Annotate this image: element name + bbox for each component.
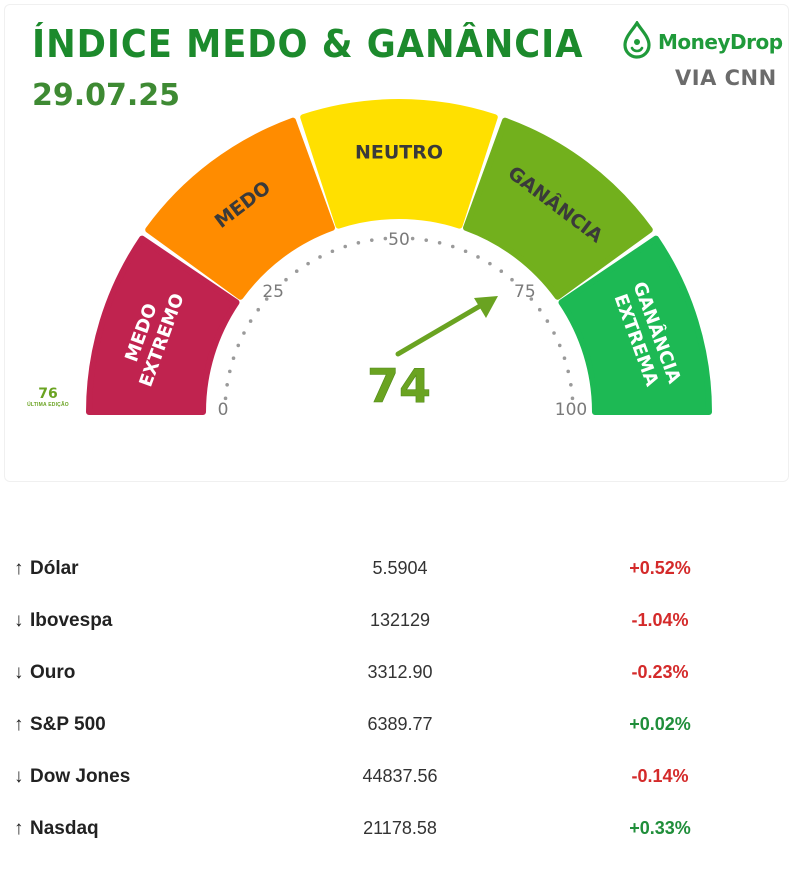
gauge-tick xyxy=(537,307,542,312)
gauge-tick xyxy=(529,297,534,301)
gauge-segment-extreme-greed xyxy=(558,235,712,415)
gauge-tick xyxy=(510,277,514,282)
gauge-tick xyxy=(476,255,480,259)
gauge-tick xyxy=(256,307,261,312)
gauge-needle-arrowhead xyxy=(474,296,498,318)
gauge-tick xyxy=(294,269,299,274)
asset-value: 132129 xyxy=(369,610,431,630)
trend-arrow-icon: ↓ xyxy=(14,662,24,683)
asset-name: S&P 500 xyxy=(30,714,106,735)
previous-label: ÚLTIMA EDIÇÃO xyxy=(27,402,69,408)
asset-change: +0.02% xyxy=(629,714,691,734)
market-row: ↓ Ouro 3312.90 -0.23% xyxy=(0,662,791,714)
asset-value: 3312.90 xyxy=(367,662,433,682)
market-row: ↑ Dólar 5.5904 +0.52% xyxy=(0,558,791,610)
gauge-tick xyxy=(225,382,229,387)
brand-name: MoneyDrop xyxy=(658,30,783,54)
trend-arrow-icon: ↓ xyxy=(14,766,24,787)
gauge-tick xyxy=(330,249,335,254)
gauge-tick xyxy=(236,343,241,348)
gauge-tick xyxy=(369,238,374,242)
gauge-tick xyxy=(248,319,253,323)
previous-value: 76 xyxy=(38,386,58,402)
gauge-tick xyxy=(499,269,504,274)
current-index-value: 74 xyxy=(367,359,431,413)
asset-name: Ibovespa xyxy=(30,610,113,631)
gauge-tick xyxy=(223,396,228,401)
asset-name: Nasdaq xyxy=(30,818,99,839)
source-label: VIA CNN xyxy=(675,66,777,90)
gauge-tick xyxy=(264,297,269,301)
previous-edition: 76 ÚLTIMA EDIÇÃO xyxy=(22,386,74,408)
asset-name: Ouro xyxy=(30,662,76,683)
gauge-tick xyxy=(569,382,573,387)
market-row: ↑ S&P 500 6389.77 +0.02% xyxy=(0,714,791,766)
gauge-tick xyxy=(318,255,322,259)
trend-arrow-icon: ↓ xyxy=(14,610,24,631)
asset-value: 21178.58 xyxy=(363,818,437,838)
market-row: ↑ Nasdaq 21178.58 +0.33% xyxy=(0,818,791,870)
gauge-tick xyxy=(231,356,236,361)
gauge-tick xyxy=(545,319,550,323)
gauge-tick xyxy=(557,343,562,348)
gauge-tick xyxy=(356,241,361,245)
gauge-tick xyxy=(488,261,492,266)
trend-arrow-icon: ↑ xyxy=(14,558,24,579)
gauge-tick xyxy=(562,356,567,361)
gauge-tick xyxy=(424,238,429,242)
asset-value: 44837.56 xyxy=(362,766,438,786)
scale-label: 100 xyxy=(555,400,587,420)
gauge-tick xyxy=(437,241,442,245)
asset-change: +0.33% xyxy=(629,818,691,838)
report-date: 29.07.25 xyxy=(32,78,181,113)
gauge-tick xyxy=(284,277,288,282)
segment-label: NEUTRO xyxy=(355,142,443,164)
gauge-tick xyxy=(552,331,556,335)
gauge-segment-greed xyxy=(463,117,653,300)
trend-arrow-icon: ↑ xyxy=(14,714,24,735)
fear-greed-gauge: MEDOEXTREMOMEDONEUTROGANÂNCIAGANÂNCIAEXT… xyxy=(86,99,712,420)
asset-value: 5.5904 xyxy=(372,558,428,578)
market-row: ↓ Dow Jones 44837.56 -0.14% xyxy=(0,766,791,818)
gauge-tick xyxy=(306,261,310,266)
gauge-segment-extreme-fear xyxy=(86,235,240,415)
gauge-tick xyxy=(343,244,348,249)
gauge-segment-neutral xyxy=(300,99,498,229)
market-row: ↓ Ibovespa 132129 -1.04% xyxy=(0,610,791,662)
scale-label: 75 xyxy=(514,282,536,302)
gauge-needle xyxy=(395,303,483,357)
asset-change: -1.04% xyxy=(631,610,689,630)
asset-change: -0.23% xyxy=(631,662,689,682)
gauge-tick xyxy=(383,236,388,241)
scale-label: 50 xyxy=(388,230,410,250)
gauge-tick xyxy=(242,331,246,335)
gauge-tick xyxy=(463,249,468,254)
brand-logo[interactable]: MoneyDrop xyxy=(620,19,783,64)
scale-label: 0 xyxy=(218,400,229,420)
gauge-tick xyxy=(570,396,575,401)
trend-arrow-icon: ↑ xyxy=(14,818,24,839)
asset-change: -0.14% xyxy=(631,766,689,786)
asset-value: 6389.77 xyxy=(367,714,433,734)
scale-label: 25 xyxy=(262,282,284,302)
asset-change: +0.52% xyxy=(629,558,691,578)
asset-name: Dólar xyxy=(30,558,79,579)
gauge-tick xyxy=(410,236,415,241)
gauge-segment-fear xyxy=(145,117,335,300)
gauge-tick xyxy=(228,369,232,374)
page-title: ÍNDICE MEDO & GANÂNCIA xyxy=(32,22,584,66)
gauge-tick xyxy=(566,369,570,374)
asset-name: Dow Jones xyxy=(30,766,131,787)
water-drop-icon xyxy=(620,19,654,64)
gauge-tick xyxy=(450,244,455,249)
